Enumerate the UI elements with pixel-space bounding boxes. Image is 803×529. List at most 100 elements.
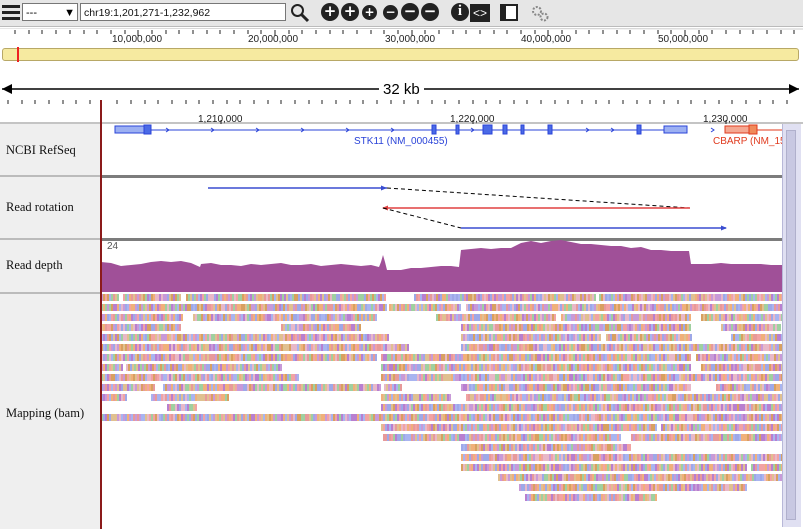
read-segment [403, 354, 405, 361]
read-segment [554, 294, 556, 301]
bam-read-pileup[interactable] [101, 294, 783, 501]
read-segment [147, 294, 149, 301]
genome-select[interactable]: --- ▼ [22, 3, 78, 21]
read-segment [547, 354, 549, 361]
read-segment [277, 344, 279, 351]
read-segment [556, 394, 558, 401]
read-segment [213, 354, 215, 361]
read-segment [355, 334, 357, 341]
read-segment [527, 424, 529, 431]
read-segment [569, 384, 571, 391]
track-data-panel[interactable] [101, 124, 803, 529]
read-segment [511, 324, 513, 331]
info-icon[interactable]: i [451, 3, 469, 21]
read-segment [555, 364, 557, 371]
read-segment [575, 484, 577, 491]
read-segment [385, 374, 387, 381]
read-segment [399, 404, 401, 411]
read-segment [501, 434, 503, 441]
read-segment [316, 294, 318, 301]
read-segment [751, 294, 753, 301]
zoom-out-small-icon[interactable]: − [383, 5, 398, 20]
ruler-tick-label: 1,230,000 [703, 114, 748, 125]
read-segment [641, 324, 643, 331]
read-segment [253, 344, 255, 351]
read-segment [762, 354, 764, 361]
read-segment [481, 434, 483, 441]
read-segment [679, 464, 681, 471]
read-segment [117, 354, 119, 361]
read-segment [347, 334, 349, 341]
read-segment [271, 374, 273, 381]
scrollbar-thumb[interactable] [786, 130, 796, 520]
read-segment [441, 304, 443, 311]
locus-input[interactable]: chr19:1,201,271-1,232,962 [80, 3, 286, 21]
read-segment [165, 384, 167, 391]
read-segment [477, 454, 479, 461]
read-segment [455, 414, 457, 421]
read-segment [479, 334, 481, 341]
read-segment [557, 334, 559, 341]
track-name-depth[interactable]: Read depth [6, 258, 63, 272]
zoom-out-medium-icon[interactable]: − [401, 3, 419, 21]
read-segment [653, 354, 655, 361]
zoom-in-icon[interactable]: + [321, 3, 339, 21]
read-segment [546, 304, 548, 311]
read-segment [487, 384, 489, 391]
read-segment [461, 364, 463, 371]
read-segment [757, 414, 759, 421]
track-name-mapping[interactable]: Mapping (bam) [6, 406, 85, 420]
track-name-refseq[interactable]: NCBI RefSeq [6, 143, 76, 157]
expand-icon[interactable]: <> [470, 4, 490, 22]
read-segment [573, 454, 575, 461]
read-segment [685, 324, 687, 331]
gene-cbarp[interactable] [724, 124, 782, 135]
read-segment [683, 404, 685, 411]
gene-stk11[interactable] [114, 124, 715, 135]
read-segment [553, 324, 555, 331]
read-segment [519, 414, 521, 421]
read-segment [130, 364, 132, 371]
read-segment [199, 394, 201, 401]
read-segment [607, 364, 609, 371]
read-segment [561, 454, 563, 461]
read-segment [153, 334, 155, 341]
read-segment [611, 414, 613, 421]
read-segment [501, 384, 503, 391]
read-segment [497, 324, 499, 331]
read-segment [161, 324, 163, 331]
settings-icon[interactable] [529, 3, 551, 28]
read-segment [637, 484, 639, 491]
read-segment [605, 364, 607, 371]
panel-icon[interactable] [500, 4, 518, 21]
read-segment [537, 414, 539, 421]
read-segment [125, 414, 127, 421]
read-segment [644, 394, 646, 401]
read-segment [500, 304, 502, 311]
read-segment [663, 324, 665, 331]
read-segment [185, 404, 187, 411]
zoom-out-icon[interactable]: − [421, 3, 439, 21]
read-segment [529, 404, 531, 411]
read-segment [631, 374, 633, 381]
zoom-in-small-icon[interactable]: + [362, 5, 377, 20]
read-segment [510, 314, 512, 321]
chromosome-ideogram[interactable] [2, 48, 799, 61]
search-icon[interactable] [290, 3, 310, 28]
read-segment [525, 494, 527, 501]
read-segment [224, 294, 226, 301]
read-segment [303, 414, 305, 421]
read-segment [397, 424, 399, 431]
read-segment [635, 314, 637, 321]
zoom-in-medium-icon[interactable]: + [341, 3, 359, 21]
read-segment [730, 304, 732, 311]
read-segment [712, 304, 714, 311]
menu-icon[interactable] [2, 3, 20, 23]
track-name-rotation[interactable]: Read rotation [6, 200, 74, 214]
read-segment [777, 364, 779, 371]
read-segment [271, 384, 273, 391]
read-segment [651, 324, 653, 331]
read-segment [145, 304, 147, 311]
read-segment [245, 374, 247, 381]
read-segment [161, 354, 163, 361]
